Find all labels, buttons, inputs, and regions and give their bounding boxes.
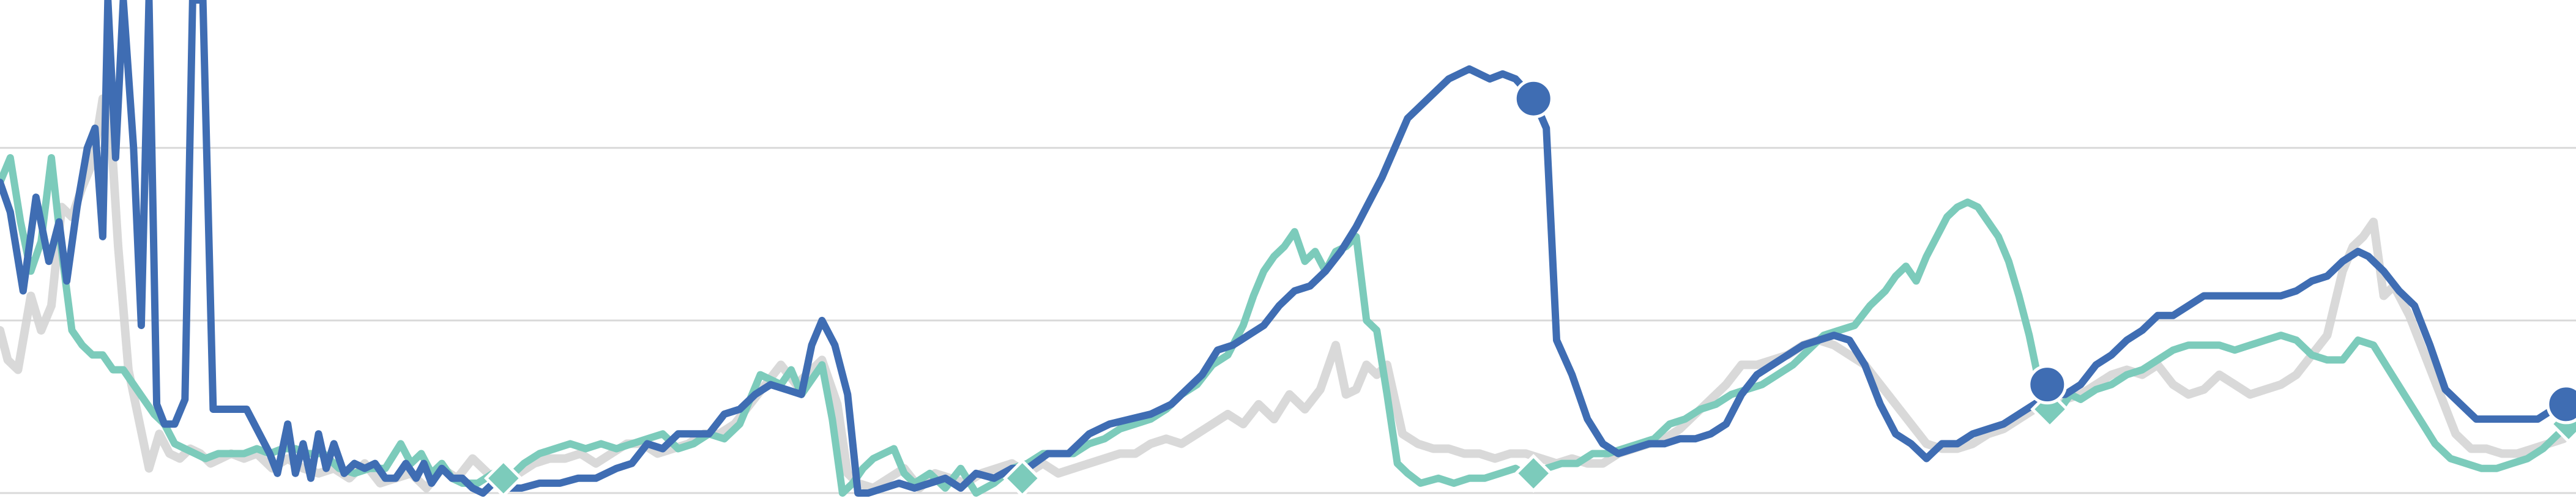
gray-series-line bbox=[0, 94, 2568, 492]
teal-series-line bbox=[0, 154, 2572, 497]
blue-circle-marker bbox=[2546, 384, 2576, 425]
teal-diamond-marker bbox=[1002, 459, 1042, 498]
teal-diamond-marker bbox=[483, 459, 523, 498]
blue-circle-marker bbox=[1513, 78, 1554, 119]
gridlines bbox=[0, 147, 2576, 494]
teal-diamond-marker bbox=[1514, 453, 1554, 493]
blue-circle-marker bbox=[2027, 365, 2068, 405]
markers-group bbox=[483, 78, 2576, 498]
